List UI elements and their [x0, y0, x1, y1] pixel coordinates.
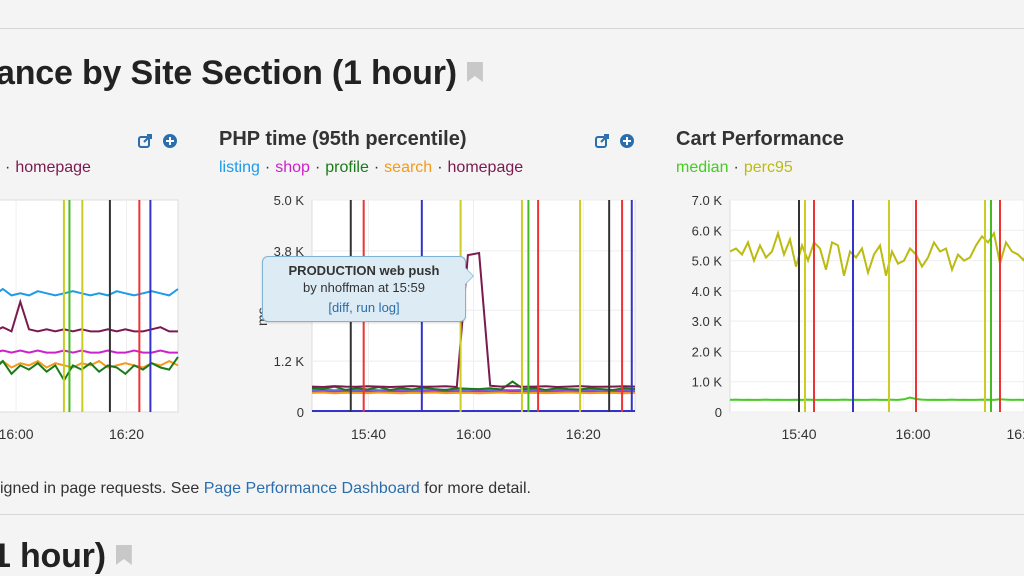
series-line-perc95 — [729, 229, 1024, 277]
bookmark-icon[interactable] — [466, 62, 483, 83]
y-tick-label: 4.0 K — [692, 284, 723, 299]
legend-item-search[interactable]: search — [384, 159, 433, 176]
export-icon[interactable] — [138, 133, 154, 149]
section-divider — [0, 514, 1024, 515]
y-tick-label: 3.8 K — [274, 244, 305, 259]
y-tick-label: 3.0 K — [692, 314, 723, 329]
tooltip-links[interactable]: [diff, run log] — [328, 300, 400, 315]
x-tick-label: 16:20 — [1006, 426, 1024, 442]
y-tick-label: 6.0 K — [692, 223, 723, 238]
series-line-shop — [0, 349, 178, 354]
y-tick-label: 0 — [715, 405, 722, 420]
section2-title-text: 1 hour) — [0, 537, 106, 575]
legend-separator: · — [264, 159, 271, 176]
panel1-legend: listing · shop · profile · search · homepage — [219, 159, 523, 177]
y-tick-label: 5.0 K — [692, 254, 723, 269]
legend-separator: · — [314, 159, 321, 176]
page-performance-dashboard-link[interactable]: Page Performance Dashboard — [203, 480, 420, 497]
panel0-legend: · homepage — [5, 159, 91, 176]
y-tick-label: 1.0 K — [692, 375, 723, 390]
chart-panel0[interactable]: 16:00 16:20 — [0, 190, 190, 450]
series-line-homepage — [0, 298, 178, 333]
x-tick-label: 16:20 — [566, 426, 601, 442]
deploy-tooltip: PRODUCTION web push by nhoffman at 15:59… — [262, 256, 474, 322]
chart-cart-performance[interactable]: 15:40 16:00 16:20 0 1.0 K 2.0 K 3.0 K 4.0 K 5.0 … — [660, 190, 1024, 450]
y-tick-label: 1.2 K — [274, 354, 305, 369]
top-divider — [0, 28, 1024, 29]
x-tick-label: 15:40 — [351, 426, 386, 442]
y-tick-label: 2.0 K — [692, 344, 723, 359]
footnote: igned in page requests. See Page Perform… — [0, 480, 531, 498]
x-tick-label: 16:00 — [0, 426, 34, 442]
section-title: ance by Site Section (1 hour) — [0, 54, 483, 93]
footnote-text-after: for more detail. — [419, 480, 531, 497]
series-line-search — [311, 391, 636, 395]
series-line-profile — [0, 356, 179, 383]
y-tick-label: 7.0 K — [692, 193, 723, 208]
y-tick-label: 5.0 K — [274, 193, 305, 208]
section-title-text: ance by Site Section (1 hour) — [0, 54, 457, 92]
legend-item-homepage[interactable]: homepage — [15, 159, 91, 176]
legend-separator: · — [733, 159, 739, 176]
series-line-listing — [0, 287, 179, 297]
add-icon[interactable] — [619, 133, 635, 149]
section2-title: 1 hour) — [0, 537, 132, 576]
add-icon[interactable] — [162, 133, 178, 149]
panel2-legend: median · perc95 — [676, 159, 793, 177]
footnote-text: igned in page requests. See — [0, 480, 204, 497]
panel-title-cart-performance: Cart Performance — [676, 128, 844, 150]
legend-separator: · — [373, 159, 380, 176]
legend-item-shop[interactable]: shop — [275, 159, 310, 176]
x-tick-label: 16:00 — [456, 426, 491, 442]
y-tick-label: 0 — [297, 405, 304, 420]
legend-item-perc95[interactable]: perc95 — [743, 159, 793, 176]
legend-item-listing[interactable]: listing — [219, 159, 260, 176]
tooltip-title: PRODUCTION web push — [288, 263, 440, 278]
x-tick-label: 16:20 — [109, 426, 144, 442]
tooltip-author: by nhoffman at 15:59 — [303, 280, 425, 295]
panel-title-php-time: PHP time (95th percentile) — [219, 128, 467, 150]
series-line-profile — [311, 380, 636, 392]
legend-item-profile[interactable]: profile — [325, 159, 369, 176]
x-tick-label: 16:00 — [895, 426, 930, 442]
export-icon[interactable] — [595, 133, 611, 149]
legend-separator: · — [437, 159, 443, 176]
legend-item-homepage[interactable]: homepage — [447, 159, 524, 176]
plot-area — [729, 199, 1024, 413]
plot-area — [0, 199, 179, 413]
series-line-median — [729, 396, 1024, 401]
x-tick-label: 15:40 — [781, 426, 816, 442]
series-line-homepage — [311, 251, 636, 389]
bookmark-icon[interactable] — [115, 545, 132, 566]
legend-item-median[interactable]: median — [676, 159, 729, 176]
